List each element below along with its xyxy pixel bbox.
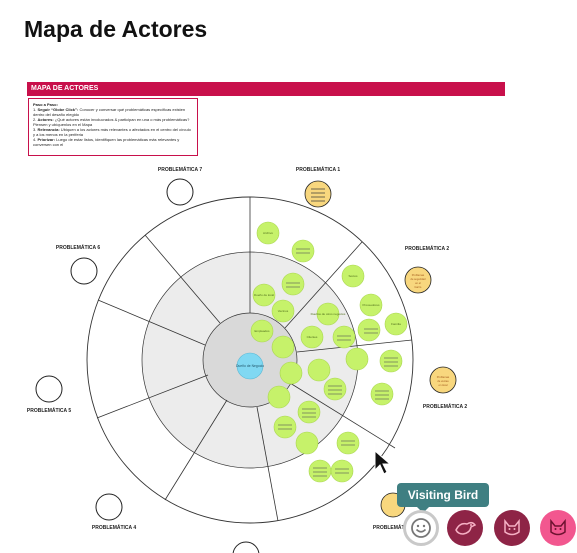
svg-text:Problemas: Problemas bbox=[412, 273, 425, 277]
presence-tooltip: Visiting Bird bbox=[397, 483, 489, 513]
cat-face-icon bbox=[550, 518, 566, 536]
avatar-visitor-2[interactable] bbox=[447, 510, 483, 546]
bird-icon bbox=[455, 521, 477, 535]
note-otros-negocios: Dueños de otros negocios bbox=[311, 312, 346, 316]
problem-6-label: PROBLEMÁTICA 6 bbox=[55, 245, 101, 251]
center-label: Dueño de Negocio bbox=[236, 364, 264, 368]
note-proveedores: Proveedores bbox=[362, 303, 380, 307]
svg-text:Problemas: Problemas bbox=[437, 375, 450, 379]
yellow-note-problem-2b[interactable] bbox=[429, 366, 457, 394]
cat-icon bbox=[504, 518, 520, 536]
instructions-box[interactable]: Paso a Paso: 1. Seguir “Globe Click”: Co… bbox=[28, 98, 198, 156]
problem-3-circle[interactable] bbox=[232, 541, 260, 553]
instruction-step-1: 1. Seguir “Globe Click”: Conocer y conve… bbox=[33, 107, 186, 117]
problem-4-label: PROBLEMÁTICA 4 bbox=[91, 525, 137, 531]
svg-text:barrio: barrio bbox=[415, 285, 422, 289]
problem-2-label-top: PROBLEMÁTICA 2 bbox=[404, 246, 450, 252]
problem-6-circle[interactable] bbox=[70, 257, 98, 285]
problem-2-label-right: PROBLEMÁTICA 2 bbox=[422, 404, 468, 410]
problem-7-circle[interactable] bbox=[166, 178, 194, 206]
problem-3-label: PROBLEMÁTICA 3 bbox=[372, 525, 418, 531]
instructions-heading: Paso a Paso: bbox=[33, 102, 58, 107]
note-empleados: Empleados bbox=[254, 329, 270, 333]
problem-4-circle[interactable] bbox=[95, 493, 123, 521]
instruction-step-2: 2. Actores: ¿Qué actores están involucra… bbox=[33, 117, 190, 127]
note-archivo: Archivo bbox=[263, 231, 273, 235]
problem-5-label: PROBLEMÁTICA 5 bbox=[26, 408, 72, 414]
instruction-step-3: 3. Relevancia: Ubiquen a los actores más… bbox=[33, 127, 191, 137]
yellow-note-problem-1[interactable] bbox=[304, 180, 332, 208]
yellow-note-problem-2a[interactable] bbox=[404, 266, 432, 294]
svg-text:en el: en el bbox=[415, 281, 421, 285]
svg-text:de seguridad: de seguridad bbox=[411, 277, 427, 281]
note-familia: Familia bbox=[391, 322, 401, 326]
avatar-visiting-bird[interactable] bbox=[403, 510, 439, 546]
smiley-icon bbox=[411, 518, 431, 538]
problem-5-circle[interactable] bbox=[35, 375, 63, 403]
note-dueno-local: Dueño de local bbox=[254, 293, 274, 297]
note-socios: Socios bbox=[348, 274, 358, 278]
instruction-step-4: 4. Priorizar: Luego de estar listos, ide… bbox=[33, 137, 180, 147]
arrow-cursor-icon bbox=[374, 449, 392, 481]
yellow-note-lines bbox=[311, 188, 325, 202]
green-notes[interactable] bbox=[250, 221, 408, 483]
problem-1-label: PROBLEMÁTICA 1 bbox=[295, 167, 341, 173]
green-note-lines bbox=[278, 248, 398, 477]
note-clientes: Clientes bbox=[307, 335, 318, 339]
center-actor-note[interactable] bbox=[236, 352, 264, 380]
svg-text:en local: en local bbox=[439, 383, 448, 387]
avatar-visitor-4[interactable] bbox=[540, 510, 576, 546]
avatar-visitor-3[interactable] bbox=[494, 510, 530, 546]
board-banner: MAPA DE ACTORES bbox=[27, 82, 505, 96]
page-title: Mapa de Actores bbox=[24, 16, 208, 42]
note-vecinos: Vecinos bbox=[278, 309, 289, 313]
problem-7-label: PROBLEMÁTICA 7 bbox=[157, 167, 203, 173]
sector-dividers bbox=[96, 197, 413, 522]
svg-text:de ventas: de ventas bbox=[437, 379, 449, 383]
